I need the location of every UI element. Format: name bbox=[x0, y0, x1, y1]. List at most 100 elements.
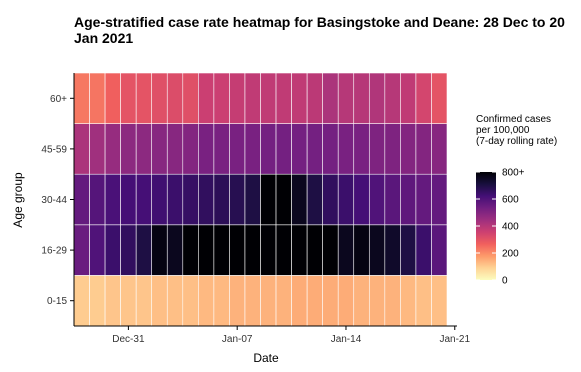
heatmap-cell bbox=[244, 173, 261, 226]
heatmap-cell bbox=[368, 123, 386, 175]
heatmap-cell bbox=[135, 275, 153, 327]
heatmap-cell bbox=[306, 173, 323, 226]
x-tick-label: Jan-14 bbox=[331, 334, 362, 345]
heatmap-cell bbox=[73, 72, 90, 124]
heatmap-cell bbox=[198, 275, 215, 327]
y-tick-label: 0-15 bbox=[47, 296, 67, 307]
heatmap-cell bbox=[384, 72, 401, 124]
heatmap-cell bbox=[89, 72, 106, 124]
heatmap-cell bbox=[275, 72, 292, 124]
heatmap-cell bbox=[260, 123, 277, 175]
chart-title: Age-stratified case rate heatmap for Bas… bbox=[74, 14, 565, 46]
y-tick-label: 45-59 bbox=[41, 144, 67, 155]
heatmap-cell bbox=[368, 275, 386, 327]
heatmap-cell bbox=[291, 275, 308, 327]
heatmap-cell bbox=[291, 224, 308, 276]
y-axis-title: Age group bbox=[11, 172, 25, 228]
heatmap-cell bbox=[275, 173, 292, 226]
heatmap-cell bbox=[337, 224, 355, 276]
heatmap-cell bbox=[353, 224, 370, 276]
heatmap-cell bbox=[337, 275, 355, 327]
y-tick-label: 16-29 bbox=[41, 246, 67, 257]
heatmap-cell bbox=[135, 123, 153, 175]
heatmap-cell bbox=[306, 72, 323, 124]
heatmap-cell bbox=[322, 123, 339, 175]
heatmap-cell bbox=[166, 224, 184, 276]
heatmap-cell bbox=[89, 173, 106, 226]
heatmap-cell bbox=[244, 224, 261, 276]
heatmap-cell bbox=[229, 173, 246, 226]
heatmap-cell bbox=[166, 173, 184, 226]
heatmap-cell bbox=[353, 72, 370, 124]
heatmap-cell bbox=[322, 173, 339, 226]
heatmap-cell bbox=[244, 123, 261, 175]
heatmap-cell bbox=[368, 72, 386, 124]
heatmap-cell bbox=[182, 224, 199, 276]
heatmap-cell bbox=[182, 173, 199, 226]
heatmap-cell bbox=[431, 275, 448, 327]
heatmap-cell bbox=[198, 173, 215, 226]
heatmap-cell bbox=[182, 123, 199, 175]
heatmap-cell bbox=[415, 123, 432, 175]
heatmap-cell bbox=[166, 72, 184, 124]
y-tick-label: 30-44 bbox=[41, 195, 67, 206]
heatmap-cell bbox=[353, 123, 370, 175]
heatmap-cell bbox=[229, 123, 246, 175]
legend-title-line: per 100,000 bbox=[476, 125, 530, 136]
heatmap-cell bbox=[213, 173, 230, 226]
heatmap-cell bbox=[400, 275, 417, 327]
heatmap-cell bbox=[353, 275, 370, 327]
heatmap-cell bbox=[73, 224, 90, 276]
heatmap-cell bbox=[166, 275, 184, 327]
heatmap-cell bbox=[120, 72, 137, 124]
heatmap-cell bbox=[213, 224, 230, 276]
heatmap-cell bbox=[431, 224, 448, 276]
heatmap-cell bbox=[182, 275, 199, 327]
heatmap-cell bbox=[400, 224, 417, 276]
heatmap-cell bbox=[198, 72, 215, 124]
legend-tick-label: 0 bbox=[502, 276, 508, 287]
heatmap-cell bbox=[151, 72, 168, 124]
heatmap-cell bbox=[213, 275, 230, 327]
heatmap-cell bbox=[151, 123, 168, 175]
heatmap-cell bbox=[322, 275, 339, 327]
heatmap-cell bbox=[260, 275, 277, 327]
heatmap-cell bbox=[229, 224, 246, 276]
heatmap-cell bbox=[306, 224, 323, 276]
heatmap-cell bbox=[120, 123, 137, 175]
heatmap-cell bbox=[244, 72, 261, 124]
heatmap-cell bbox=[431, 173, 448, 226]
heatmap-cell bbox=[229, 72, 246, 124]
heatmap-cell bbox=[431, 123, 448, 175]
heatmap-cell bbox=[275, 275, 292, 327]
heatmap-cell bbox=[415, 224, 432, 276]
heatmap-cell bbox=[322, 72, 339, 124]
y-tick-label: 60+ bbox=[50, 94, 67, 105]
heatmap-cell bbox=[306, 123, 323, 175]
heatmap-cell bbox=[384, 224, 401, 276]
heatmap-cell bbox=[291, 173, 308, 226]
heatmap-cell bbox=[337, 72, 355, 124]
x-tick-label: Dec-31 bbox=[112, 334, 145, 345]
heatmap-cell bbox=[260, 173, 277, 226]
heatmap-cell bbox=[384, 173, 401, 226]
legend-title-line: Confirmed cases bbox=[476, 114, 551, 125]
legend-tick-label: 800+ bbox=[502, 168, 525, 179]
heatmap-cell bbox=[120, 275, 137, 327]
heatmap-cell bbox=[368, 224, 386, 276]
x-tick-label: Jan-07 bbox=[222, 334, 253, 345]
heatmap-cell bbox=[400, 173, 417, 226]
heatmap-cell bbox=[384, 123, 401, 175]
heatmap-cell bbox=[384, 275, 401, 327]
heatmap-cell bbox=[415, 173, 432, 226]
heatmap-cell bbox=[213, 72, 230, 124]
heatmap-cell bbox=[166, 123, 184, 175]
heatmap-cell bbox=[73, 123, 90, 175]
heatmap-cell bbox=[322, 224, 339, 276]
heatmap-cell bbox=[291, 72, 308, 124]
heatmap-cell bbox=[135, 173, 153, 226]
legend-tick-label: 200 bbox=[502, 249, 519, 260]
heatmap-cell bbox=[151, 224, 168, 276]
